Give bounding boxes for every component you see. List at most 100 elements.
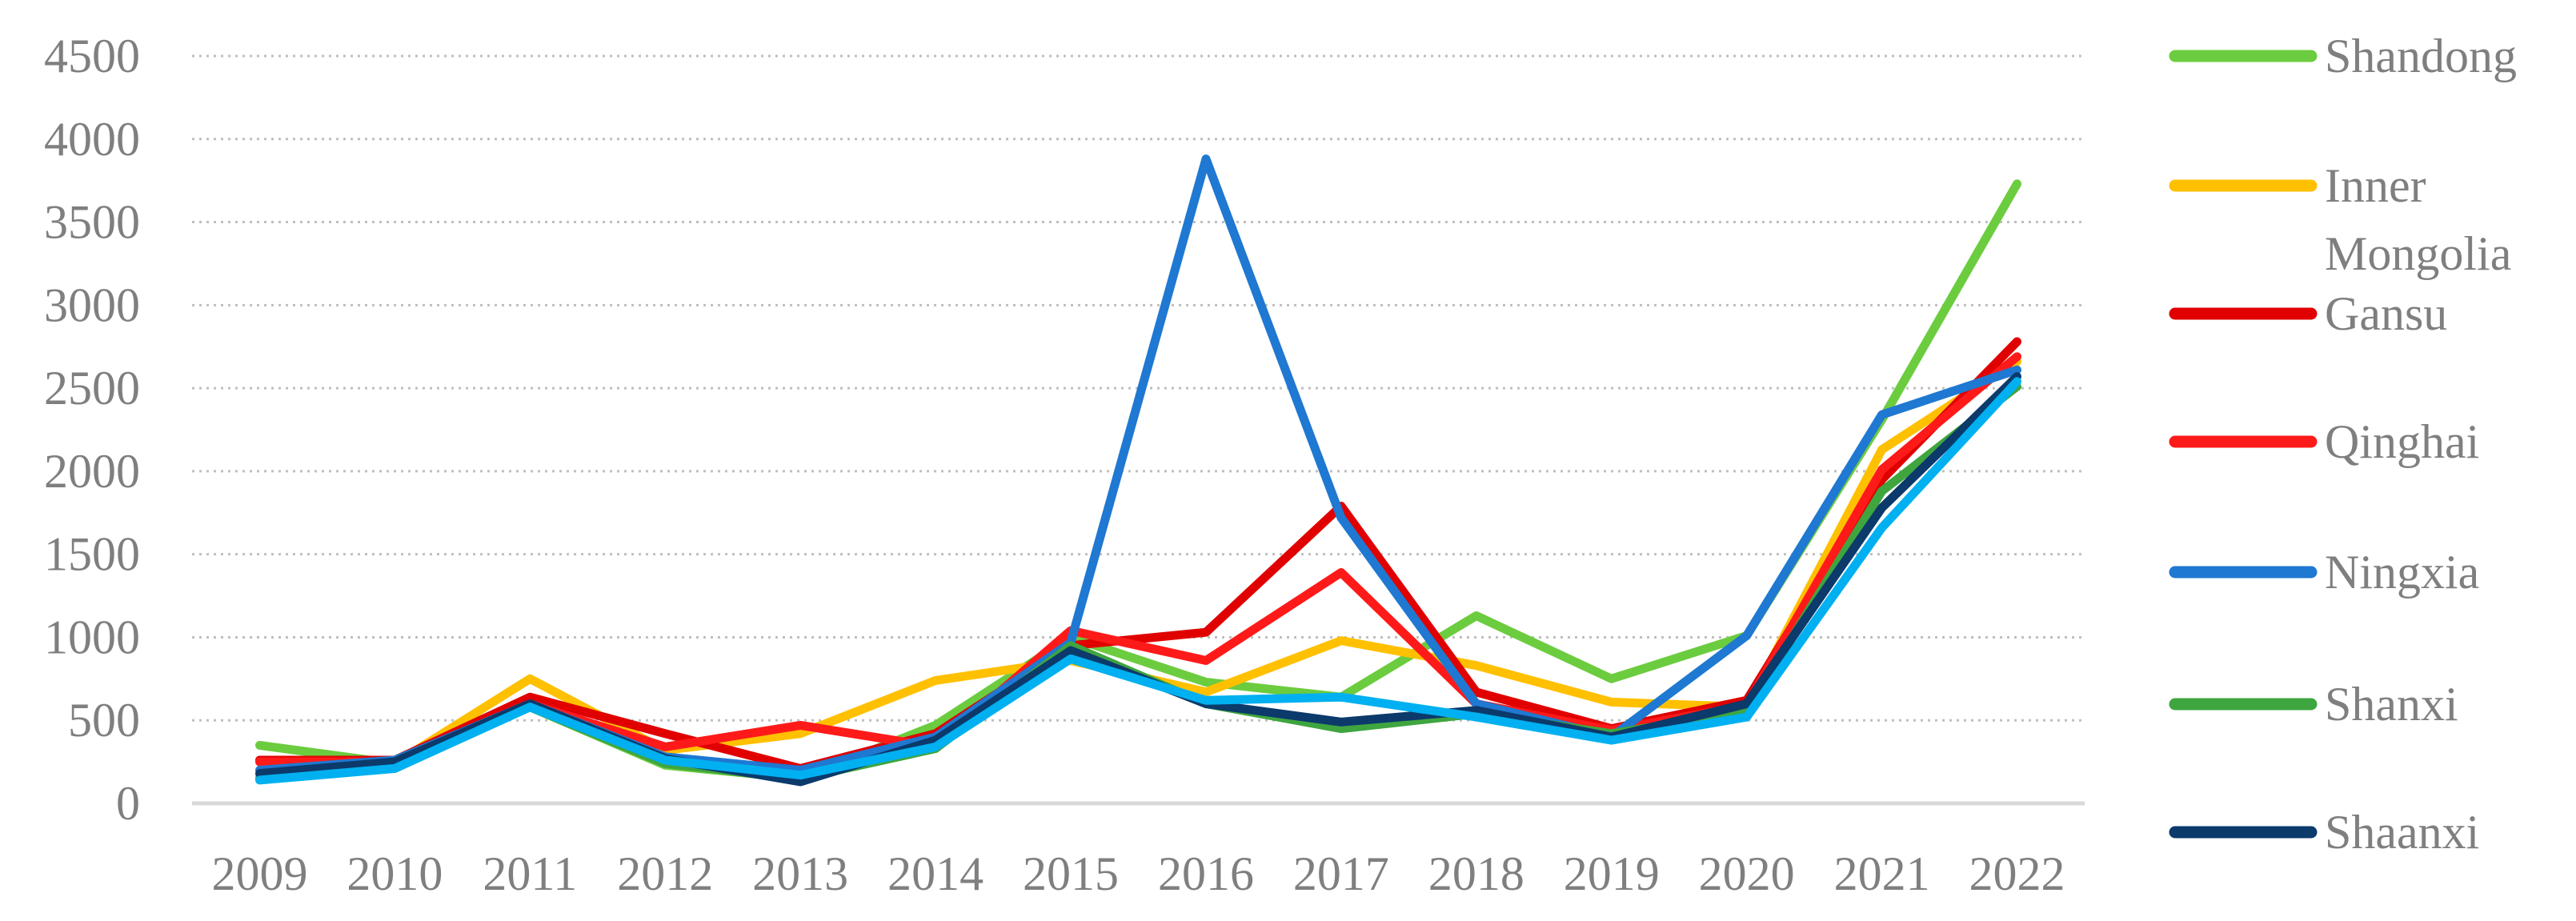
legend-label: Shanxi <box>2325 678 2458 731</box>
y-tick-label: 4000 <box>44 113 140 166</box>
data-point <box>1475 709 1477 711</box>
y-tick-label: 1500 <box>44 528 140 581</box>
data-point <box>1610 739 1613 742</box>
data-point <box>1881 479 1883 481</box>
data-point <box>1340 727 1342 730</box>
data-point <box>664 746 667 748</box>
x-tick-label: 2016 <box>1158 847 1254 900</box>
x-tick-label: 2010 <box>347 847 443 900</box>
data-point <box>1745 635 1748 637</box>
legend-item: Shandong <box>2169 30 2517 82</box>
data-point <box>394 761 396 763</box>
y-tick-label: 1000 <box>44 611 140 663</box>
x-tick-label: 2014 <box>887 847 984 900</box>
data-point <box>1340 517 1342 519</box>
data-point <box>2016 182 2018 185</box>
data-point <box>258 779 261 781</box>
x-tick-label: 2020 <box>1699 847 1795 900</box>
legend-label: Shandong <box>2325 30 2517 82</box>
data-point <box>2016 375 2018 378</box>
y-tick-label: 3000 <box>44 278 140 331</box>
legend-item: Shaanxi <box>2169 806 2479 859</box>
data-point <box>1070 658 1072 660</box>
data-point <box>1745 716 1748 719</box>
data-point <box>1610 701 1613 703</box>
y-tick-label: 500 <box>68 694 140 747</box>
legend-label: Inner <box>2325 159 2426 212</box>
data-point <box>1204 691 1207 693</box>
data-point <box>799 724 802 727</box>
x-tick-label: 2013 <box>752 847 848 900</box>
legend: Shandong Inner Mongolia Gansu Qinghai Ningxia… <box>2169 30 2517 859</box>
data-point <box>394 767 396 770</box>
data-point <box>1610 678 1613 680</box>
data-point <box>1204 631 1207 634</box>
x-tick-label: 2018 <box>1428 847 1524 900</box>
legend-label: Mongolia <box>2325 227 2511 280</box>
data-point <box>1475 716 1477 719</box>
data-point <box>1340 721 1342 723</box>
data-point <box>664 732 667 735</box>
y-tick-label: 2500 <box>44 362 140 414</box>
data-point <box>1475 615 1477 617</box>
data-point <box>1204 659 1207 662</box>
legend-label: Shaanxi <box>2325 806 2479 859</box>
data-point <box>935 724 937 727</box>
x-tick-label: 2011 <box>483 847 577 900</box>
data-point <box>1070 644 1072 647</box>
data-point <box>1475 691 1477 693</box>
x-axis: 2009 2010 2011 2012 2013 2014 2015 2016 2017 2018… <box>211 847 2065 900</box>
data-point <box>1340 696 1342 699</box>
data-point <box>2016 369 2018 371</box>
series-line-unnamed-7 <box>255 377 2021 785</box>
data-point <box>935 739 937 742</box>
series-line-shaanxi <box>255 372 2021 787</box>
legend-item: Inner Mongolia <box>2169 159 2511 280</box>
data-point <box>1475 703 1477 705</box>
data-point <box>529 696 531 699</box>
x-tick-label: 2012 <box>617 847 713 900</box>
data-point <box>1204 681 1207 683</box>
data-point <box>799 774 802 776</box>
legend-item: Gansu <box>2169 287 2447 340</box>
data-point <box>1881 527 1883 529</box>
data-point <box>2016 355 2018 358</box>
data-point <box>1881 507 1883 509</box>
data-point <box>664 759 667 762</box>
legend-item: Ningxia <box>2169 546 2479 599</box>
data-point <box>258 744 261 747</box>
data-point <box>1204 699 1207 702</box>
data-point <box>799 732 802 735</box>
y-tick-label: 4500 <box>44 30 140 82</box>
data-point <box>799 781 802 783</box>
y-tick-label: 0 <box>116 777 140 830</box>
data-point <box>1745 703 1748 705</box>
data-point <box>1340 639 1342 642</box>
series-line-shanxi <box>255 382 2021 783</box>
data-point <box>2016 380 2018 382</box>
data-point <box>935 679 937 682</box>
x-tick-label: 2019 <box>1564 847 1660 900</box>
y-tick-label: 2000 <box>44 445 140 498</box>
data-point <box>258 761 261 763</box>
x-tick-label: 2015 <box>1023 847 1119 900</box>
legend-item: Shanxi <box>2169 678 2458 731</box>
y-tick-label: 3500 <box>44 196 140 249</box>
data-point <box>1881 490 1883 492</box>
legend-item: Qinghai <box>2169 415 2479 468</box>
data-point <box>529 678 531 680</box>
x-tick-label: 2021 <box>1834 847 1930 900</box>
x-tick-label: 2017 <box>1293 847 1389 900</box>
data-point <box>2016 340 2018 342</box>
series-lines <box>255 154 2021 787</box>
legend-label: Qinghai <box>2325 415 2479 468</box>
data-point <box>529 706 531 708</box>
data-point <box>935 746 937 748</box>
y-axis: 0 500 1000 1500 2000 2500 3000 3500 4000 4500 <box>44 30 140 830</box>
data-point <box>1881 448 1883 450</box>
x-tick-label: 2022 <box>1969 847 2065 900</box>
data-point <box>1881 414 1883 416</box>
legend-label: Gansu <box>2325 287 2447 340</box>
data-point <box>258 772 261 775</box>
